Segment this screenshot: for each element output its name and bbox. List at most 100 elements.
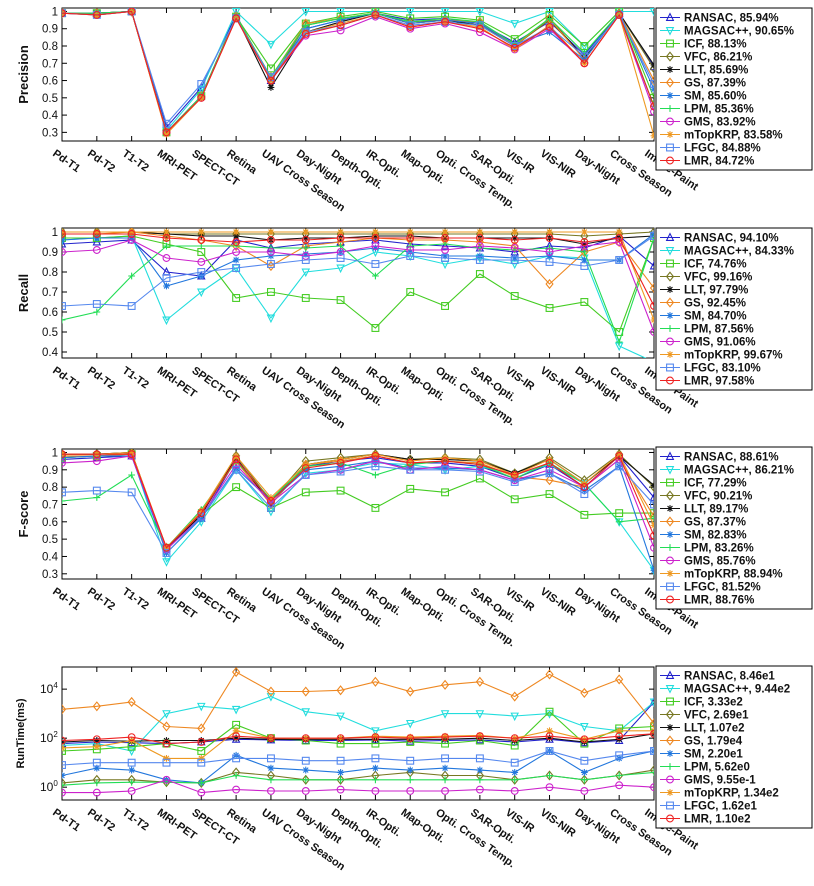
data-point-icf: [266, 288, 275, 296]
data-point-mtopkrp: [406, 457, 414, 465]
data-point-lmr: [615, 732, 624, 741]
legend-entry-lfgc: LFGC, 81.52%: [684, 582, 761, 594]
data-point-gs: [545, 278, 554, 290]
legend-entry-gms: GMS, 83.92%: [684, 117, 756, 129]
data-point-icf: [197, 747, 206, 755]
data-point-gms: [545, 248, 554, 256]
legend-marker: [666, 376, 674, 385]
legend-entry-icf: ICF, 88.13%: [684, 39, 747, 51]
legend-entry-lpm: LPM, 83.26%: [684, 543, 754, 555]
data-point-lpm: [372, 471, 379, 479]
series-line-icf: [62, 235, 654, 333]
data-point-magsac: [649, 698, 654, 708]
data-point-lfgc: [441, 465, 450, 474]
data-point-sm: [232, 256, 240, 264]
data-point-magsac: [197, 85, 206, 95]
data-point-magsac: [301, 268, 311, 278]
data-point-magsac: [162, 558, 171, 567]
legend-entry-lfgc: LFGC, 83.10%: [684, 363, 761, 375]
legend-marker: [666, 582, 674, 591]
legend-marker: [666, 544, 674, 551]
data-point-mtopkrp: [406, 228, 414, 236]
data-point-llt: [232, 232, 240, 240]
data-point-lmr: [62, 9, 66, 18]
series-group: [62, 8, 654, 140]
data-point-lmr: [62, 736, 66, 745]
data-point-ransac: [649, 492, 654, 501]
y-tick-label: 0.6: [42, 76, 58, 88]
data-point-lpm: [441, 776, 449, 784]
data-point-mtopkrp: [546, 228, 553, 236]
data-point-mtopkrp: [615, 450, 623, 458]
data-point-gs: [580, 246, 589, 258]
legend-frame: [655, 446, 813, 610]
data-point-gms: [580, 787, 589, 795]
data-point-mtopkrp: [441, 228, 449, 236]
data-point-icf: [266, 64, 275, 73]
x-tick-label: VIS-NIR: [538, 365, 578, 398]
data-point-lfgc: [510, 256, 519, 264]
data-point-lmr: [336, 234, 345, 242]
legend-entry-mtopkrp: mTopKRP, 1.34e2: [684, 788, 779, 800]
data-point-lfgc: [650, 747, 654, 755]
y-tick-label: 0.5: [42, 534, 58, 546]
y-axis-label: RunTime(ms): [15, 698, 27, 768]
series-line-lfgc: [62, 465, 654, 554]
legend-marker: [665, 709, 675, 720]
data-point-icf: [510, 292, 519, 300]
legend-entry-ransac: RANSAC, 88.61%: [684, 452, 779, 464]
data-point-lmr: [92, 10, 101, 19]
legend-marker: [665, 271, 675, 282]
data-point-gms: [62, 788, 66, 797]
series-line-magsac: [62, 235, 647, 358]
data-point-magsac: [231, 705, 241, 715]
data-point-lmr: [232, 14, 241, 23]
data-point-lpm: [337, 776, 344, 784]
series-group: [62, 228, 654, 358]
data-point-mtopkrp: [337, 20, 344, 27]
data-point-lmr: [232, 238, 241, 246]
y-tick-label: 0.7: [42, 58, 58, 70]
data-point-gms: [441, 246, 450, 254]
legend-marker: [665, 670, 675, 679]
data-point-lmr: [301, 29, 310, 38]
data-point-mtopkrp: [128, 449, 136, 456]
series-line-lfgc: [62, 235, 654, 307]
data-point-gs: [301, 686, 310, 697]
data-point-lpm: [302, 244, 310, 252]
data-point-lfgc: [162, 274, 171, 282]
legend-marker: [665, 247, 675, 256]
data-point-gs: [510, 691, 519, 702]
data-point-lfgc: [301, 256, 310, 264]
data-point-lmr: [406, 734, 415, 743]
data-point-ransac: [440, 240, 450, 250]
data-point-lfgc: [92, 758, 101, 767]
y-tick-label: 0.9: [42, 24, 58, 36]
data-point-icf: [62, 234, 66, 242]
data-point-lmr: [266, 497, 275, 505]
data-point-llt: [580, 240, 588, 248]
data-point-lfgc: [197, 758, 206, 767]
data-point-gms: [301, 252, 310, 260]
data-point-lpm: [650, 514, 654, 522]
data-point-lfgc: [232, 264, 241, 272]
data-point-sm: [197, 272, 205, 280]
data-point-lfgc: [232, 465, 241, 474]
legend-entry-gms: GMS, 91.06%: [684, 337, 756, 349]
data-point-lpm: [163, 242, 170, 250]
data-point-gms: [510, 787, 519, 795]
data-point-lmr: [301, 734, 310, 743]
legend-marker: [666, 337, 674, 346]
data-point-icf: [232, 483, 241, 492]
legend-marker: [665, 490, 675, 501]
data-point-mtopkrp: [406, 733, 414, 741]
data-point-lmr: [580, 483, 589, 492]
data-point-icf: [371, 503, 380, 512]
data-point-lfgc: [510, 758, 519, 767]
x-tick-label: VIS-NIR: [538, 586, 578, 619]
legend-marker: [665, 466, 675, 475]
data-point-mtopkrp: [197, 508, 205, 515]
data-point-lpm: [267, 776, 275, 784]
data-point-sm: [580, 769, 588, 776]
